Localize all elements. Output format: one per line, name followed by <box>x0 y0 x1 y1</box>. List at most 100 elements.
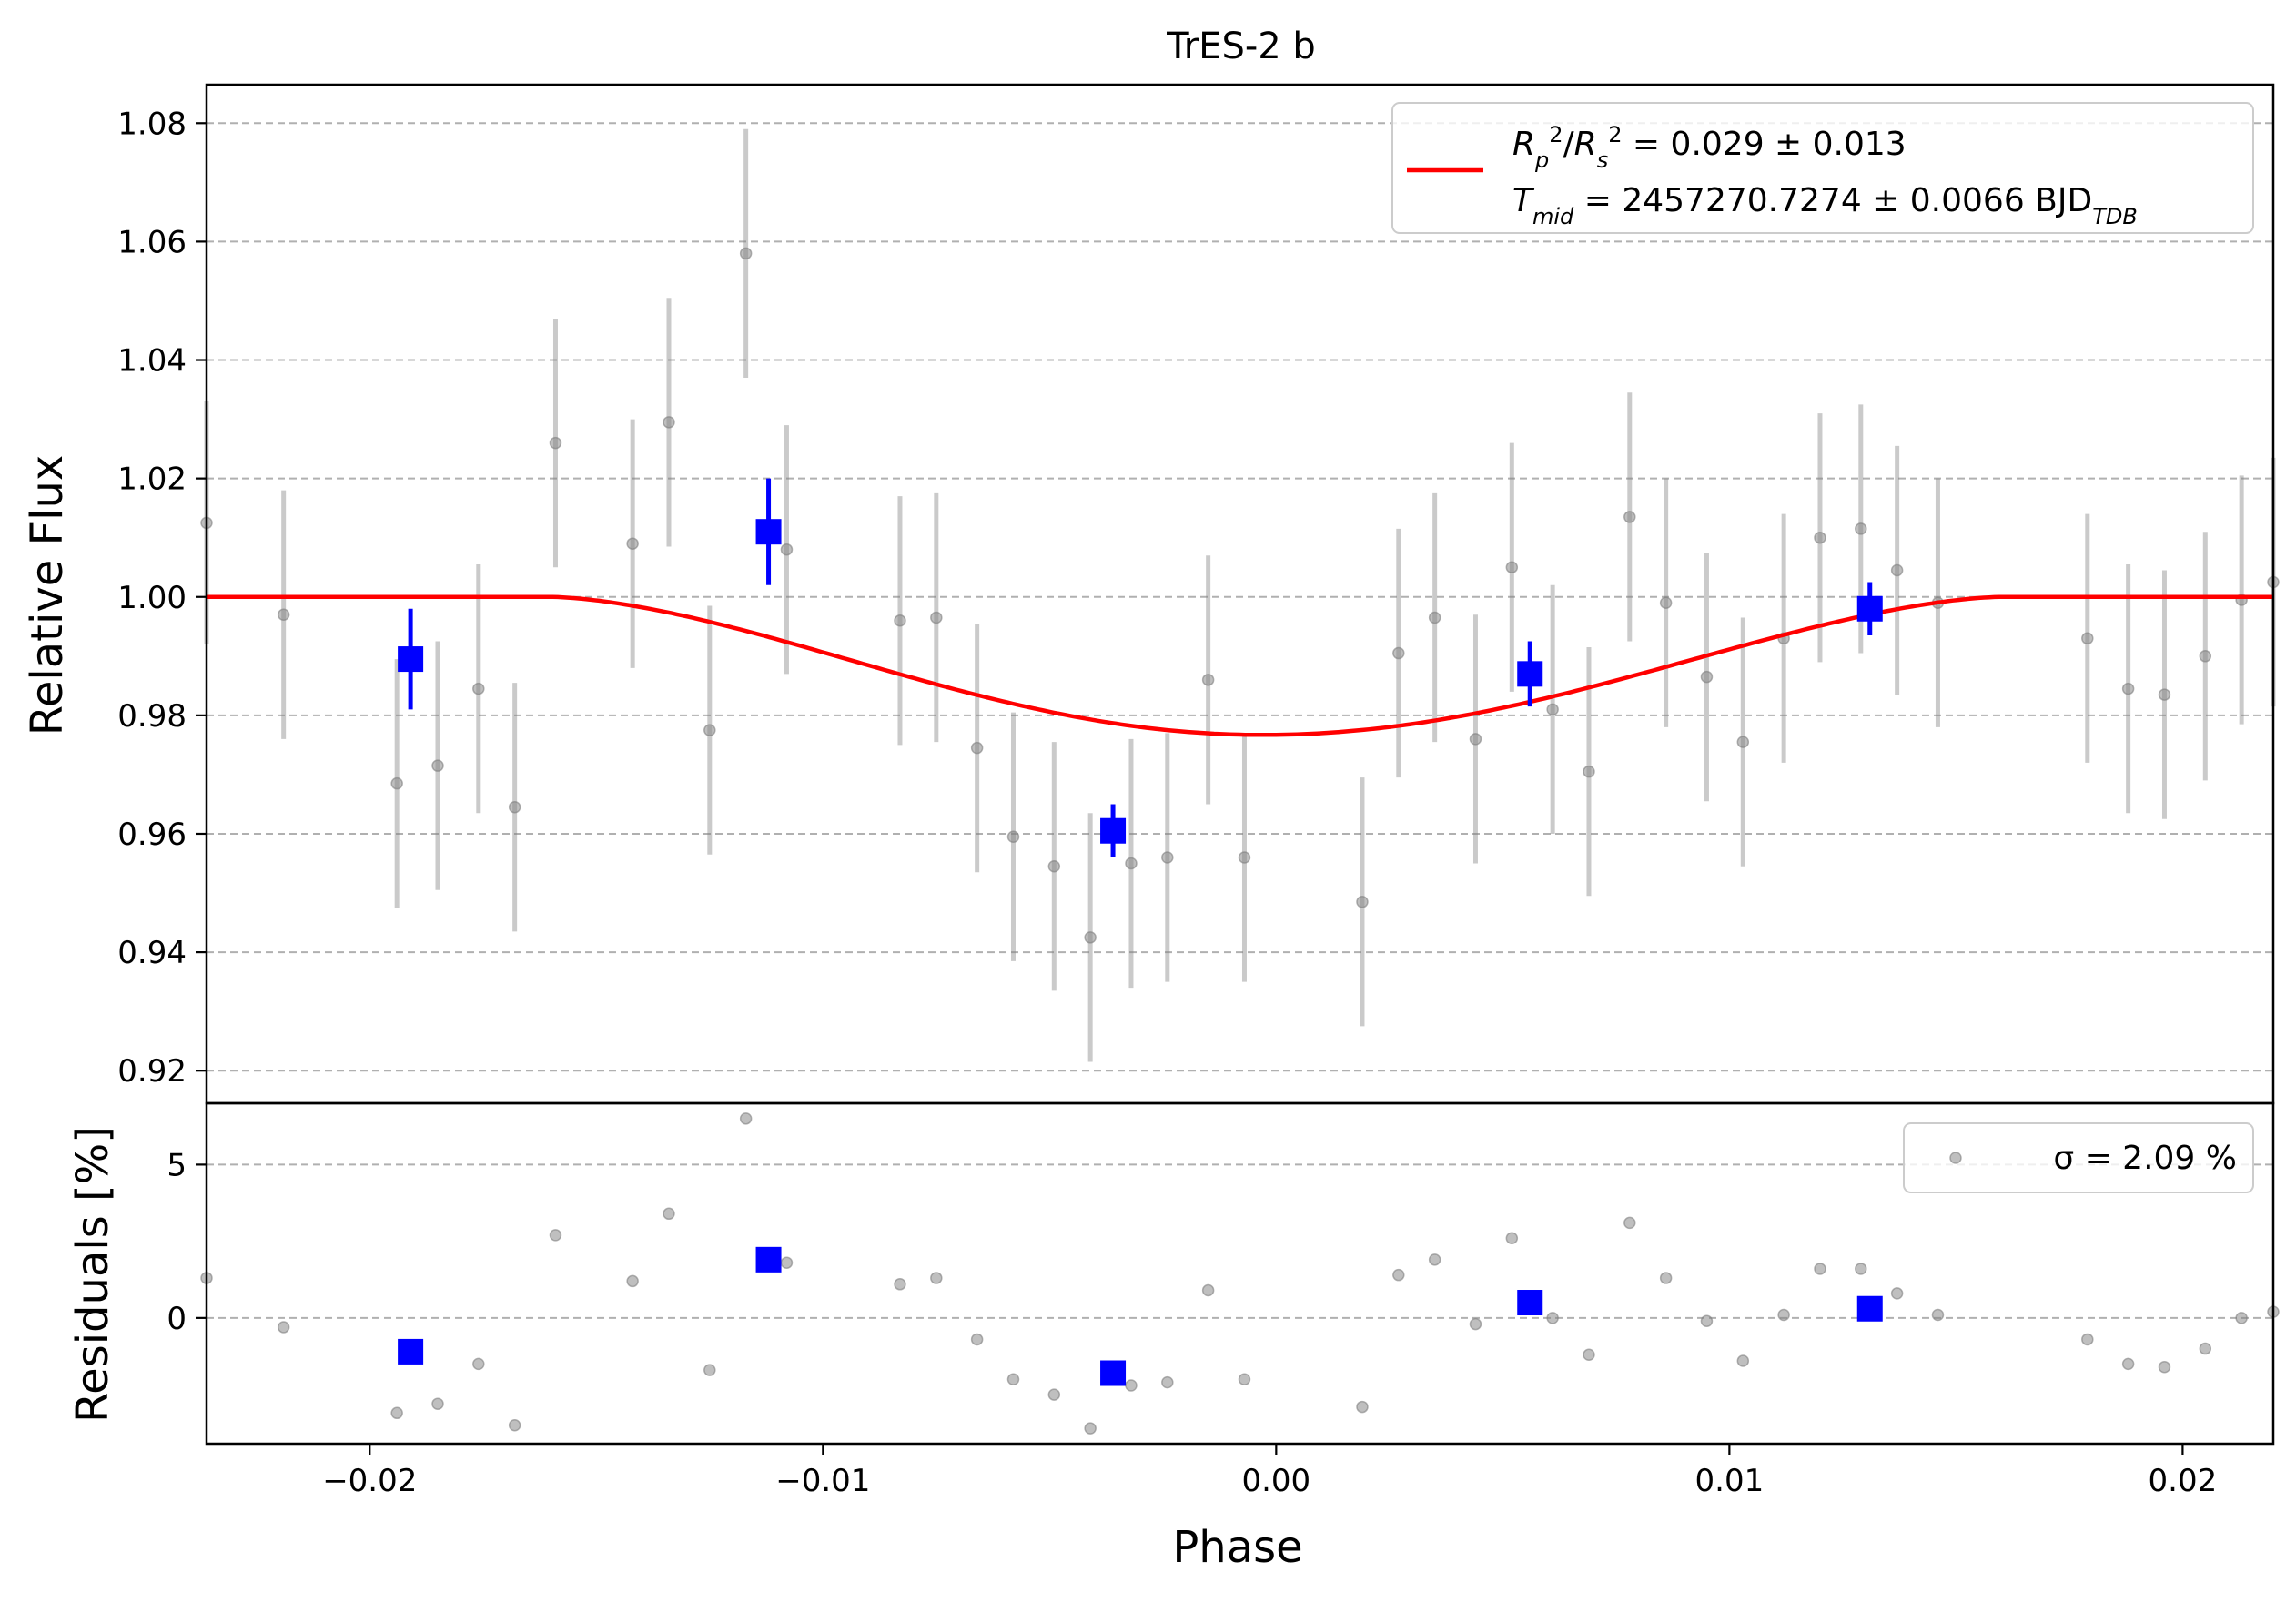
chart-title: TrES-2 b <box>1166 25 1316 67</box>
residual-point <box>1356 1400 1369 1414</box>
x-axis-label: Phase <box>1172 1522 1302 1573</box>
residual-point <box>431 1397 444 1410</box>
raw-point <box>390 776 403 790</box>
binned-point <box>1517 661 1543 687</box>
raw-point <box>1546 703 1559 716</box>
top-legend: Rp2/Rs2 = 0.029 ± 0.013 Tmid = 2457270.7… <box>1391 102 2254 234</box>
residual-point <box>1814 1263 1826 1275</box>
top-legend-model-label-2: Tmid = 2457270.7274 ± 0.0066 BJDTDB <box>1512 182 2138 229</box>
residual-point <box>663 1207 675 1221</box>
x-tick-label: −0.02 <box>322 1463 417 1499</box>
residual-point <box>1392 1268 1405 1282</box>
residual-point <box>1161 1375 1174 1389</box>
raw-point <box>1084 931 1097 944</box>
raw-point <box>1392 646 1405 660</box>
binned-point <box>398 646 424 673</box>
residual-point <box>1047 1388 1061 1401</box>
bottom-y-axis-label: Residuals [%] <box>67 1126 118 1423</box>
raw-point <box>2199 650 2212 663</box>
residual-point <box>1084 1422 1097 1435</box>
raw-point <box>1201 674 1215 686</box>
residual-point <box>703 1364 716 1376</box>
top-binned-points <box>398 478 1883 858</box>
residual-point <box>1890 1287 1904 1300</box>
top-y-tick-label: 1.06 <box>117 224 187 260</box>
residual-point <box>1505 1232 1519 1245</box>
raw-point <box>970 741 984 755</box>
raw-point <box>431 759 444 772</box>
transit-model-line <box>207 594 2273 737</box>
x-tick-label: 0.02 <box>2149 1463 2218 1499</box>
raw-point <box>739 247 753 260</box>
residual-point <box>2158 1361 2171 1374</box>
top-legend-model-label-1: Rp2/Rs2 = 0.029 ± 0.013 <box>1512 122 1907 173</box>
residual-point <box>2199 1342 2212 1355</box>
bottom-panel-frame <box>205 1101 2275 1446</box>
bottom-y-tick-label: 0 <box>167 1301 187 1337</box>
raw-point <box>1161 851 1174 864</box>
raw-point <box>1814 531 1826 544</box>
residual-point <box>2121 1357 2135 1371</box>
residual-point <box>277 1321 290 1334</box>
raw-point <box>626 537 639 550</box>
top-y-tick-label: 0.92 <box>117 1053 187 1090</box>
top-legend-box <box>1391 102 2254 234</box>
residual-point <box>1659 1272 1673 1284</box>
top-y-tick-label: 0.98 <box>117 698 187 735</box>
bottom-y-tick-label: 5 <box>167 1147 187 1183</box>
residual-point <box>2081 1333 2094 1346</box>
residual-point <box>1469 1317 1482 1331</box>
raw-point <box>2158 688 2171 701</box>
residual-point <box>2235 1312 2248 1324</box>
raw-point <box>549 436 562 450</box>
binned-residual-point <box>1856 1295 1883 1322</box>
top-y-axis-ticks: 0.92 0.94 0.96 0.98 1.00 1.02 1.04 1.06 1.08 <box>117 106 207 1090</box>
residual-point <box>1583 1348 1595 1362</box>
bottom-binned-points <box>398 1246 1883 1386</box>
residual-point <box>1855 1263 1867 1275</box>
raw-point <box>1700 670 1714 684</box>
bottom-y-axis-ticks: 05 <box>167 1147 207 1337</box>
raw-point <box>894 614 906 627</box>
raw-point <box>930 611 943 624</box>
residual-point <box>1777 1308 1790 1322</box>
residual-point <box>1736 1354 1750 1367</box>
top-y-tick-label: 0.96 <box>117 817 187 853</box>
binned-residual-point <box>398 1338 424 1365</box>
raw-point <box>277 608 290 622</box>
residual-point <box>894 1278 906 1291</box>
bottom-legend-label: σ = 2.09 % <box>2053 1140 2237 1177</box>
residual-point <box>390 1406 403 1420</box>
top-y-tick-label: 1.02 <box>117 462 187 498</box>
top-y-tick-label: 1.00 <box>117 580 187 616</box>
binned-point <box>1100 817 1127 844</box>
residual-point <box>1931 1308 1945 1322</box>
residual-point <box>1623 1216 1636 1230</box>
raw-point <box>1356 896 1369 908</box>
x-tick-label: 0.01 <box>1695 1463 1765 1499</box>
residual-point <box>1428 1253 1441 1266</box>
bottom-legend-marker <box>1949 1152 1962 1164</box>
raw-point <box>1855 522 1867 535</box>
raw-point <box>508 800 521 814</box>
residual-point <box>472 1357 485 1371</box>
residual-point <box>549 1229 562 1242</box>
raw-point <box>1583 765 1595 778</box>
binned-residual-point <box>755 1246 782 1273</box>
raw-point <box>2121 682 2135 695</box>
raw-point <box>1659 596 1673 610</box>
raw-point <box>1890 563 1904 577</box>
residual-point <box>780 1256 794 1269</box>
raw-point <box>1006 830 1020 843</box>
raw-point <box>780 543 794 556</box>
binned-point <box>1856 595 1883 622</box>
raw-point <box>1047 860 1061 873</box>
residual-point <box>1546 1312 1559 1324</box>
residual-point <box>1006 1373 1020 1385</box>
raw-point <box>703 724 716 736</box>
x-tick-label: −0.01 <box>775 1463 870 1499</box>
bottom-legend: σ = 2.09 % <box>1903 1122 2254 1193</box>
binned-point <box>755 519 782 545</box>
